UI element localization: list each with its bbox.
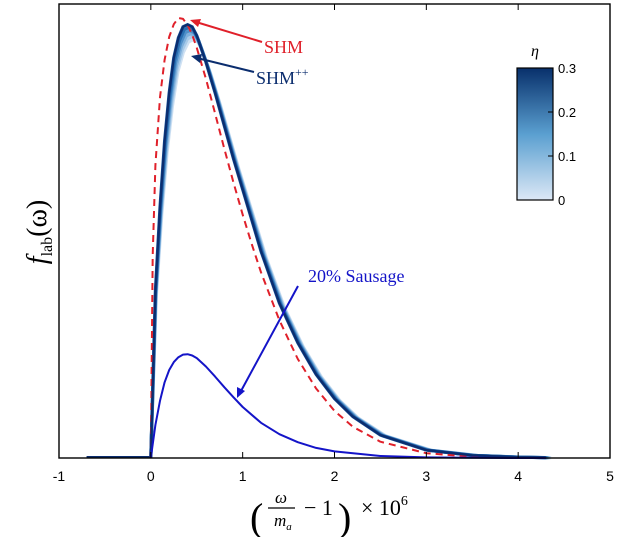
shm-pp-arrowhead [191, 54, 202, 63]
colorbar-gradient [516, 67, 554, 201]
x-axis-label: ( ω ma − 1 ) × 106 [250, 488, 408, 537]
annotation-sausage: 20% Sausage [237, 266, 404, 398]
shm-pp-label: SHM++ [256, 65, 309, 88]
sausage-arrowhead [237, 387, 245, 398]
shm-arrow [195, 21, 263, 43]
y-axis-label-text: flab(ω) [22, 200, 56, 264]
annotation-shm: SHM [190, 19, 303, 57]
shm-arrowhead [190, 19, 201, 27]
y-axis-label: flab(ω) [22, 200, 56, 264]
series-line-shm [149, 17, 546, 459]
eta-band [149, 22, 552, 460]
series-line-20-sausage [149, 353, 546, 459]
x-tick-label: 4 [514, 468, 522, 484]
x-label-numerator: ω [275, 488, 287, 507]
shm-label: SHM [264, 37, 303, 57]
sausage-arrow [240, 285, 299, 392]
x-tick-label: 5 [606, 468, 614, 484]
x-tick-label: 0 [147, 468, 155, 484]
x-label-close-paren: ) [338, 495, 351, 537]
x-tick-label: 1 [239, 468, 247, 484]
x-tick-label: 2 [331, 468, 339, 484]
colorbar-tick-label: 0 [558, 193, 565, 208]
colorbar-tick-label: 0.1 [558, 149, 576, 164]
x-tick-label: -1 [53, 468, 66, 484]
eta-band-line [149, 22, 546, 460]
x-label-open-paren: ( [250, 495, 263, 537]
x-label-denominator: ma [274, 511, 292, 533]
sausage-label: 20% Sausage [308, 266, 404, 286]
colorbar-ticks: 0 0.1 0.2 0.3 [548, 61, 576, 208]
x-ticks: -1 0 1 2 3 4 5 [53, 4, 614, 484]
eta-band-line [149, 38, 552, 460]
series-layer [86, 17, 546, 459]
x-label-times-ten: × 106 [361, 494, 408, 520]
series-line-shm- [149, 23, 546, 459]
x-label-minus-one: − 1 [304, 495, 333, 520]
colorbar-tick-label: 0.2 [558, 105, 576, 120]
colorbar-tick-label: 0.3 [558, 61, 576, 76]
eta-band-line [149, 25, 547, 460]
shm-pp-arrow [196, 57, 255, 73]
annotation-shm-pp: SHM++ [191, 54, 309, 88]
x-tick-label: 3 [422, 468, 430, 484]
colorbar-label: η [531, 43, 539, 60]
colorbar: η 0 0.1 0.2 0.3 [516, 43, 576, 208]
